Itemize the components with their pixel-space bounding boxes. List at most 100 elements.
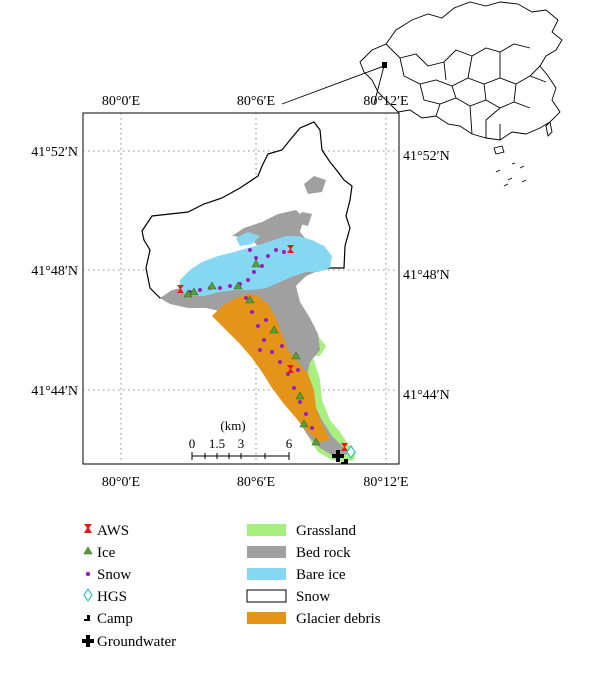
legend-glacier-debris-label: Glacier debris — [296, 611, 381, 627]
bottom-lon-label: 80°12′E — [363, 475, 408, 490]
legend-grassland-swatch — [247, 524, 286, 536]
snow-point — [298, 400, 302, 404]
scale-tick-label: 3 — [238, 436, 245, 451]
legend-groundwater-label: Groundwater — [97, 634, 176, 650]
snow-point — [244, 296, 248, 300]
snow-point — [266, 254, 270, 258]
snow-point — [254, 256, 258, 260]
snow-point — [218, 286, 222, 290]
scale-bar: (km) 0 1.5 3 6 — [189, 418, 293, 460]
legend-bare-ice-swatch — [247, 568, 286, 580]
bottom-lon-label: 80°6′E — [237, 475, 275, 490]
camp-site — [341, 459, 348, 464]
snow-point — [278, 360, 282, 364]
legend-bare-ice-label: Bare ice — [296, 567, 346, 583]
hgs-site — [346, 444, 356, 460]
scale-tick-label: 0 — [189, 436, 196, 451]
snow-point — [274, 248, 278, 252]
south-china-sea-islands — [495, 162, 527, 187]
legend-grassland-label: Grassland — [296, 523, 356, 539]
scale-tick-label: 6 — [286, 436, 293, 451]
snow-point — [260, 264, 264, 268]
snow-point — [248, 248, 252, 252]
snow-point — [264, 318, 268, 322]
aws-station — [177, 285, 184, 293]
china-outline — [359, 1, 563, 141]
legend-bed-rock-label: Bed rock — [296, 545, 351, 561]
legend: AWS Ice Snow HGS Camp Groundwater Grassl… — [82, 523, 381, 650]
legend-ice-symbol — [83, 546, 93, 555]
left-lat-label: 41°44′N — [31, 384, 78, 399]
ice-point — [207, 281, 217, 290]
ice-point — [189, 287, 199, 296]
snow-point — [262, 338, 266, 342]
aws-station — [341, 443, 348, 451]
ice-point — [295, 391, 305, 400]
snow-point — [228, 284, 232, 288]
top-lon-label: 80°0′E — [102, 94, 140, 109]
left-lat-label: 41°48′N — [31, 264, 78, 279]
coordinate-labels: 80°0′E 80°6′E 80°12′E 80°0′E 80°6′E 80°1… — [31, 94, 450, 490]
snow-point — [246, 278, 250, 282]
scale-tick-label: 1.5 — [209, 436, 225, 451]
study-area-locator — [382, 62, 387, 68]
aws-station — [287, 245, 294, 253]
province-borders — [385, 43, 547, 140]
bottom-lon-label: 80°0′E — [102, 475, 140, 490]
bed-rock-patch-north — [304, 176, 326, 194]
snow-point — [258, 348, 262, 352]
snow-point — [252, 270, 256, 274]
snow-point — [198, 288, 202, 292]
legend-ice-label: Ice — [97, 545, 116, 561]
legend-groundwater-symbol — [82, 635, 94, 647]
bed-rock-patch-ridge — [292, 212, 312, 226]
snow-point — [250, 310, 254, 314]
legend-snow-symbol — [85, 571, 91, 577]
china-inset-map — [359, 1, 563, 187]
legend-hgs-symbol — [83, 587, 93, 603]
legend-glacier-debris-swatch — [247, 612, 286, 624]
snow-point — [292, 386, 296, 390]
snow-point — [282, 250, 286, 254]
left-lat-label: 41°52′N — [31, 145, 78, 160]
legend-aws-symbol — [84, 524, 92, 533]
snow-sample-points — [188, 248, 314, 430]
snow-point — [310, 426, 314, 430]
ice-point — [291, 351, 301, 360]
ice-sample-points — [183, 259, 321, 446]
ice-point — [251, 259, 261, 268]
groundwater-site — [332, 450, 344, 462]
top-lon-label: 80°6′E — [237, 94, 275, 109]
aws-stations — [177, 245, 348, 451]
right-lat-label: 41°44′N — [403, 388, 450, 403]
taiwan-island — [545, 121, 553, 137]
scale-bar-line — [191, 452, 290, 460]
locator-leader-lines — [281, 65, 385, 105]
ice-point — [233, 281, 243, 290]
legend-aws-label: AWS — [97, 523, 129, 539]
legend-snow-area-label: Snow — [296, 589, 330, 605]
aws-station — [287, 365, 294, 373]
legend-bed-rock-swatch — [247, 546, 286, 558]
legend-hgs-label: HGS — [97, 589, 127, 605]
hainan-island — [493, 145, 505, 155]
glacier-debris-area — [212, 294, 330, 442]
legend-snow-marker-label: Snow — [97, 567, 131, 583]
ice-point — [269, 325, 279, 334]
ice-point — [245, 295, 255, 304]
top-lon-label: 80°12′E — [363, 94, 408, 109]
legend-camp-label: Camp — [97, 611, 133, 627]
right-lat-label: 41°52′N — [403, 149, 450, 164]
snow-point — [256, 324, 260, 328]
right-lat-label: 41°48′N — [403, 268, 450, 283]
snow-point — [280, 344, 284, 348]
snow-point — [304, 412, 308, 416]
legend-camp-symbol — [84, 615, 90, 621]
ice-point — [299, 419, 309, 428]
snow-point — [270, 350, 274, 354]
ice-point — [311, 437, 321, 446]
bare-ice-patch-west — [236, 232, 260, 246]
legend-snow-swatch — [246, 589, 287, 603]
scale-unit-label: (km) — [220, 418, 245, 433]
